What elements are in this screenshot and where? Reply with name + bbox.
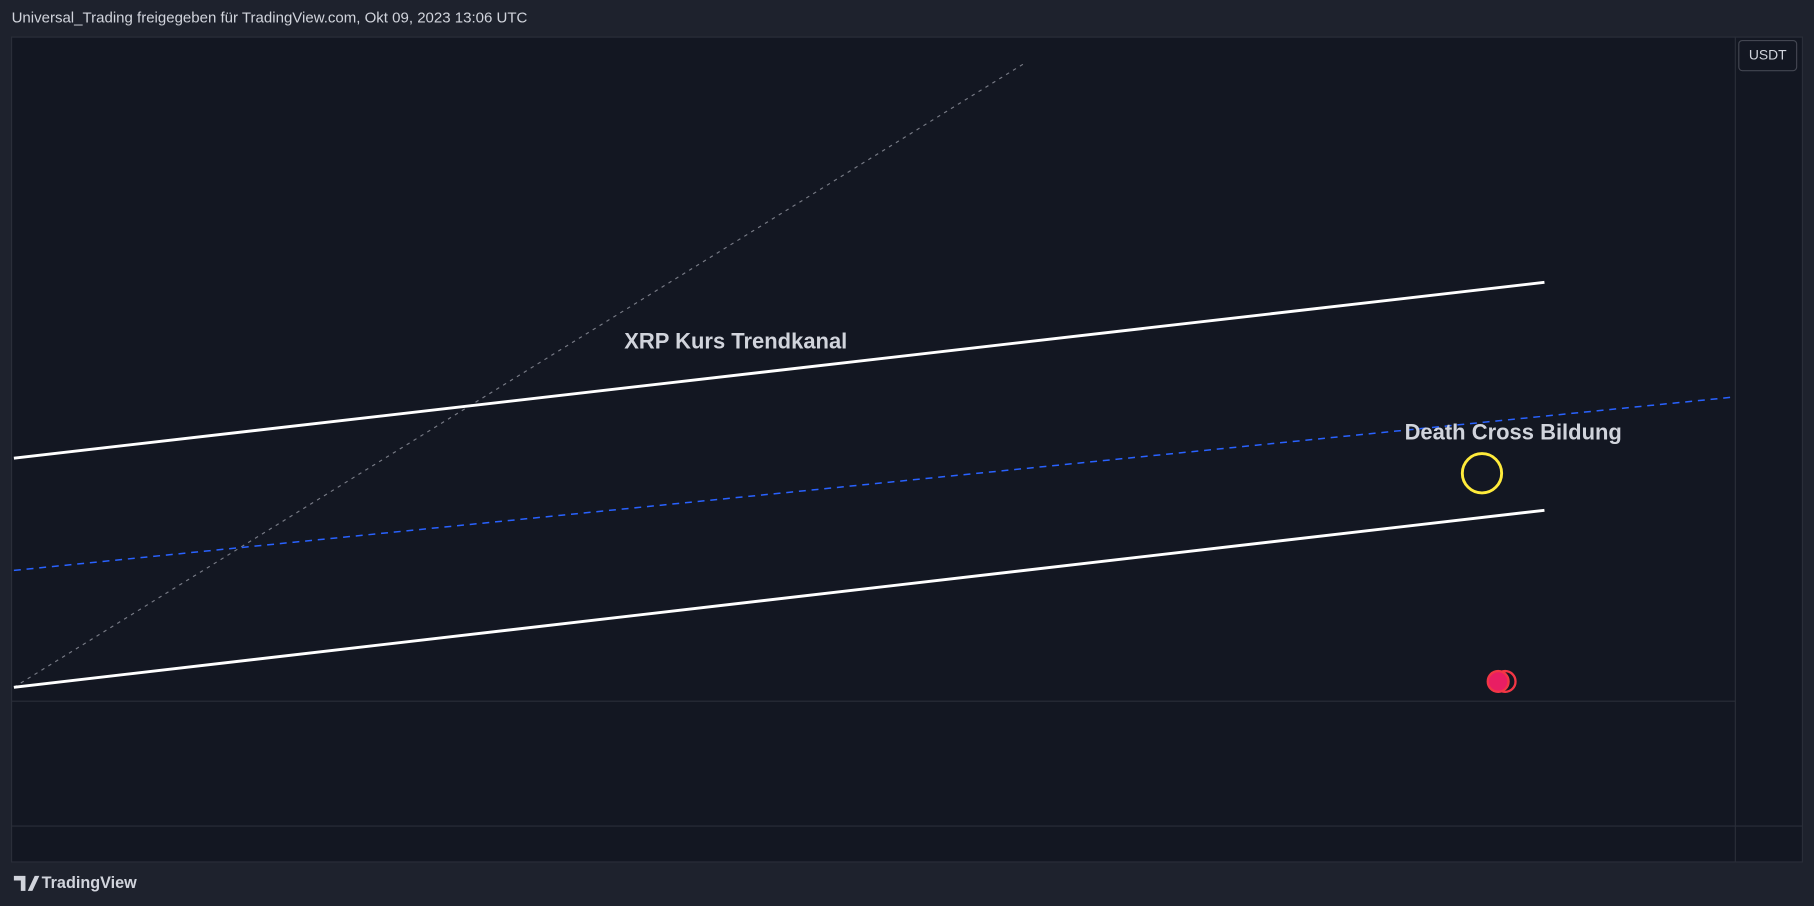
- annotation: XRP Kurs Trendkanal: [624, 328, 847, 353]
- death-cross-circle: [1460, 452, 1504, 495]
- channel-lower: [13, 508, 1545, 689]
- annotation: Death Cross Bildung: [1405, 420, 1622, 445]
- currency-button[interactable]: [1738, 39, 1798, 72]
- currency-label[interactable]: USDT: [1749, 46, 1787, 62]
- fib-trend-line: [13, 63, 1025, 688]
- brand: TradingView: [42, 874, 137, 892]
- share-text: Universal_Trading freigegeben für Tradin…: [12, 10, 528, 27]
- chart-area: [10, 36, 1804, 863]
- channel-midline: [13, 396, 1736, 572]
- channel-upper: [13, 280, 1545, 460]
- brand-logo: [13, 875, 40, 891]
- logo-mark: [13, 875, 40, 891]
- event-icon: [1486, 669, 1510, 694]
- drawings: [13, 63, 1736, 694]
